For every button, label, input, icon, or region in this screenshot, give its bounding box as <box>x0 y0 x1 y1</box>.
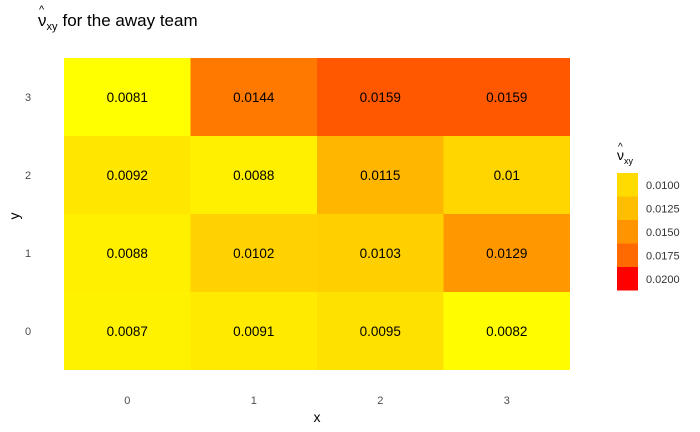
legend-swatch <box>617 173 638 197</box>
legend-swatch <box>617 243 638 267</box>
chart-title: νxy for the away team ^ <box>38 4 198 33</box>
heatmap-cell-labels: 0.0087 0.0091 0.0095 0.0082 0.0088 0.0102 0.01… <box>107 90 528 339</box>
cell-value-label: 0.0115 <box>360 168 400 183</box>
heatmap-cell-1-2 <box>190 136 317 214</box>
heatmap-cell-0-1 <box>64 214 191 292</box>
x-tick-label: 1 <box>251 395 257 407</box>
cell-value-label: 0.0088 <box>107 246 148 261</box>
cell-value-label: 0.0144 <box>233 90 275 105</box>
heatmap-cell-0-2 <box>64 136 191 214</box>
title-text: for the away team <box>63 11 198 30</box>
legend-title-hat: ^ <box>618 142 623 153</box>
heatmap-cell-2-0 <box>317 292 444 370</box>
cell-value-label: 0.0102 <box>233 246 274 261</box>
y-tick-label: 1 <box>25 248 31 260</box>
heatmap-cell-2-1 <box>317 214 444 292</box>
heatmap-cell-0-3 <box>64 58 191 136</box>
y-tick-label: 2 <box>25 170 31 182</box>
y-tick-label: 3 <box>25 92 31 104</box>
heatmap-cell-3-1 <box>443 214 570 292</box>
heatmap-cell-2-2 <box>317 136 444 214</box>
legend-label: 0.0200 <box>646 274 680 286</box>
x-tick-label: 3 <box>504 395 510 407</box>
cell-value-label: 0.0081 <box>107 90 148 105</box>
legend-keys: 0.0100 0.0125 0.0150 0.0175 0.0200 <box>617 173 680 291</box>
heatmap-cell-1-3 <box>190 58 317 136</box>
cell-value-label: 0.0087 <box>107 324 148 339</box>
cell-value-label: 0.0095 <box>360 324 401 339</box>
legend-label: 0.0175 <box>646 250 680 262</box>
heatmap-cell-2-3 <box>317 58 444 136</box>
x-axis-ticks: 0 1 2 3 <box>124 395 510 407</box>
heatmap-cell-3-2 <box>443 136 570 214</box>
cell-value-label: 0.0129 <box>486 246 527 261</box>
cell-value-label: 0.0159 <box>360 90 401 105</box>
cell-value-label: 0.0092 <box>107 168 148 183</box>
legend-swatch <box>617 196 638 220</box>
cell-value-label: 0.0088 <box>233 168 274 183</box>
legend-label: 0.0125 <box>646 203 680 215</box>
x-tick-label: 0 <box>124 395 130 407</box>
legend-title-subscript: xy <box>624 156 634 166</box>
legend-title: νxy ^ <box>617 142 634 166</box>
x-tick-label: 2 <box>377 395 383 407</box>
heatmap-cell-3-0 <box>443 292 570 370</box>
legend-swatch <box>617 267 638 291</box>
cell-value-label: 0.0082 <box>486 324 527 339</box>
cell-value-label: 0.01 <box>494 168 520 183</box>
x-axis-title: x <box>314 409 321 425</box>
heatmap-cell-1-1 <box>190 214 317 292</box>
title-subscript: xy <box>47 21 59 33</box>
legend-label: 0.0100 <box>646 180 680 192</box>
cell-value-label: 0.0091 <box>233 324 274 339</box>
heatmap-cells <box>64 58 570 370</box>
title-symbol: ν <box>38 11 47 30</box>
heatmap-cell-3-3 <box>443 58 570 136</box>
y-axis-title: y <box>6 213 22 220</box>
title-hat: ^ <box>39 4 45 16</box>
legend-label: 0.0150 <box>646 227 680 239</box>
y-tick-label: 0 <box>25 326 31 338</box>
legend: νxy ^ 0.0100 0.0125 0.0150 0.0175 0.0200 <box>617 142 680 291</box>
legend-title-symbol: ν <box>617 147 624 163</box>
svg-text:νxy: νxy <box>617 147 634 166</box>
cell-value-label: 0.0159 <box>486 90 527 105</box>
cell-value-label: 0.0103 <box>360 246 401 261</box>
legend-swatch <box>617 220 638 244</box>
heatmap-cell-1-0 <box>190 292 317 370</box>
y-axis-ticks: 0 1 2 3 <box>25 92 31 338</box>
heatmap-cell-0-0 <box>64 292 191 370</box>
